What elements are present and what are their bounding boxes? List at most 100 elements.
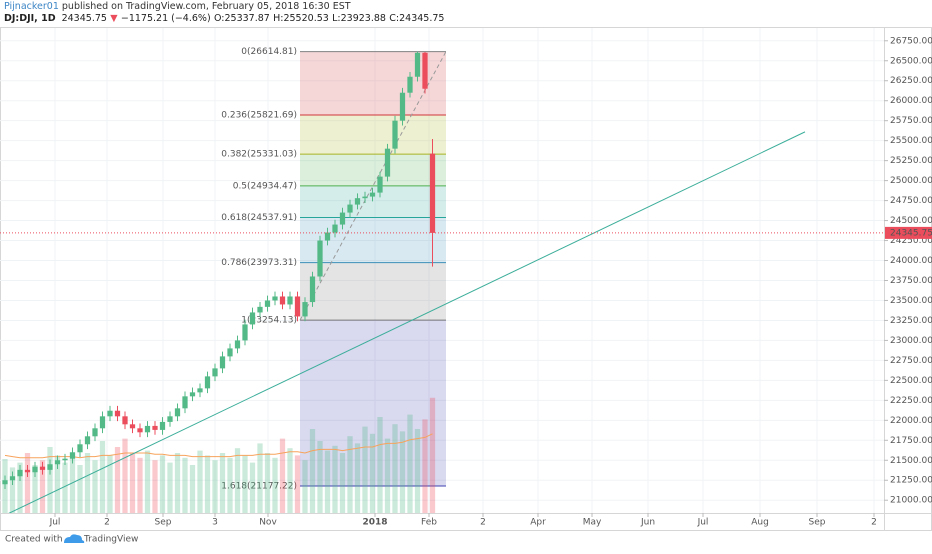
- candle-body: [54, 460, 61, 465]
- candle-body: [309, 276, 316, 303]
- volume-bar: [354, 443, 361, 513]
- y-tick-label: 22250.00: [890, 396, 932, 406]
- volume-bar: [39, 460, 46, 513]
- footer-created: Created with: [5, 535, 63, 545]
- fib-label: 0.786(23973.31): [221, 258, 297, 268]
- x-tick-label: Apr: [530, 518, 546, 528]
- candle-body: [77, 444, 83, 453]
- last: 24345.75: [62, 13, 107, 24]
- volume-bar: [77, 465, 83, 513]
- fib-label: 0.5(24934.47): [233, 181, 297, 191]
- author[interactable]: Pijnacker01: [4, 1, 59, 12]
- candle-body: [257, 306, 263, 313]
- x-tick-label: 2: [104, 518, 110, 528]
- volume-bar: [152, 460, 158, 513]
- candle-body: [212, 368, 218, 377]
- volume-bar: [114, 447, 121, 513]
- candle-body: [39, 466, 46, 470]
- y-tick-label: 22000.00: [890, 416, 932, 426]
- volume-bar: [227, 457, 233, 513]
- ohlc: H:25520.53: [273, 13, 329, 24]
- volume-bar: [189, 465, 196, 513]
- x-tick-label: Jun: [640, 518, 655, 528]
- y-tick-label: 24750.00: [890, 196, 932, 206]
- candle-body: [69, 452, 76, 459]
- volume-bar: [219, 453, 226, 513]
- candle-body: [144, 425, 151, 433]
- x-tick-label: 3: [212, 518, 218, 528]
- footer-brand[interactable]: TradingView: [83, 535, 138, 545]
- candle-body: [17, 469, 23, 477]
- quote-line: DJ:DJI, 1D 24345.75 ▼ −1175.21 (−4.6%) O:…: [4, 13, 444, 24]
- plot: 0(26614.81) 0.236(25821.69) 0.382(25331.03…: [0, 28, 884, 513]
- volume-bar: [377, 417, 383, 513]
- y-tick-label: 26750.00: [890, 36, 932, 46]
- symbol: DJ:DJI, 1D: [4, 13, 56, 24]
- y-tick-label: 22500.00: [890, 376, 932, 386]
- y-tick-label: 25250.00: [890, 156, 932, 166]
- candle-body: [152, 425, 158, 430]
- fib-label: 1(23254.13): [241, 316, 297, 326]
- candle-body: [84, 436, 91, 445]
- candle-body: [242, 324, 248, 341]
- last-price-box: [885, 226, 932, 239]
- volume-bar: [287, 448, 293, 513]
- volume-bar: [407, 414, 413, 513]
- candle-body: [279, 296, 286, 305]
- arrow: ▼: [110, 13, 118, 24]
- fib-band: [300, 262, 446, 321]
- candle-body: [392, 120, 398, 149]
- candle-body: [234, 340, 241, 349]
- x-tick-label: May: [583, 518, 602, 528]
- volume-bar: [167, 462, 173, 513]
- volume-bar: [429, 397, 436, 513]
- candle-body: [369, 192, 376, 197]
- volume-bar: [317, 441, 323, 513]
- ohlc: C:24345.75: [389, 13, 444, 24]
- x-tick-label: Jul: [697, 518, 709, 528]
- volume-bar: [182, 457, 188, 513]
- candle-body: [377, 176, 383, 193]
- volume-bar: [422, 419, 428, 513]
- candle-body: [107, 410, 113, 417]
- x-tick-label: Sep: [155, 518, 172, 528]
- change: −1175.21 (−4.6%): [121, 13, 211, 24]
- x-tick-label: Jul: [49, 518, 61, 528]
- volume-bar: [9, 467, 16, 513]
- y-tick-label: 26500.00: [890, 56, 932, 66]
- volume-bar: [174, 453, 181, 513]
- volume-bar: [92, 460, 98, 513]
- volume-bar: [392, 424, 398, 513]
- candle-body: [347, 204, 353, 213]
- volume-bar: [309, 429, 316, 513]
- candle-body: [174, 408, 181, 417]
- ohlc: L:23923.88: [332, 13, 386, 24]
- candle-body: [324, 232, 331, 241]
- volume-bar: [212, 460, 218, 513]
- candle-body: [354, 198, 361, 205]
- last-price-label: 24345.75: [890, 228, 932, 238]
- y-tick-label: 23250.00: [890, 316, 932, 326]
- volume-bar: [369, 433, 376, 513]
- y-tick-label: 25000.00: [890, 176, 932, 186]
- y-tick-label: 23750.00: [890, 276, 932, 286]
- candle-body: [264, 300, 271, 307]
- axes: 21000.00 21250.00 21500.00 21750.00 22000.00…: [49, 36, 932, 528]
- volume-bar: [347, 436, 353, 513]
- volume-bar: [197, 450, 203, 513]
- volume-bar: [62, 462, 68, 513]
- volume-bar: [204, 455, 211, 513]
- fib-label: 0.382(25331.03): [221, 150, 297, 160]
- y-tick-label: 21250.00: [890, 476, 932, 486]
- volume-bar: [264, 453, 271, 513]
- volume-bar: [129, 453, 136, 513]
- y-tick-label: 24250.00: [890, 236, 932, 246]
- volume-bar: [144, 450, 151, 513]
- candle-body: [399, 92, 406, 121]
- candle-body: [294, 296, 301, 317]
- volume-bar: [234, 448, 241, 513]
- candle-body: [159, 421, 166, 430]
- candle-body: [272, 296, 278, 301]
- candle-body: [339, 212, 346, 225]
